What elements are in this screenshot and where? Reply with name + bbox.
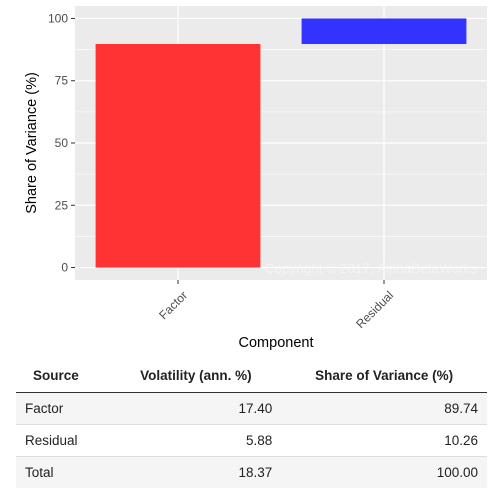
cell-share: 10.26 <box>281 424 487 457</box>
cell-source: Factor <box>16 392 111 425</box>
x-tick-label: Residual <box>353 288 396 331</box>
cell-volatility: 18.37 <box>110 456 282 488</box>
bar-residual <box>301 18 467 45</box>
x-tick-label: Factor <box>156 288 190 322</box>
y-tick-label: 25 <box>55 198 69 212</box>
y-tick-label: 0 <box>61 261 68 275</box>
y-tick-label: 100 <box>48 11 68 25</box>
header-source: Source <box>16 358 111 393</box>
cell-share: 100.00 <box>281 456 487 488</box>
table-row: Factor 17.40 89.74 <box>16 392 487 425</box>
chart-watermark: Copyright © 2017, AlphaBetaWorks <box>265 261 478 276</box>
cell-volatility: 5.88 <box>110 424 282 457</box>
bar-layer <box>95 18 467 268</box>
cell-volatility: 17.40 <box>110 392 282 425</box>
y-tick-label: 50 <box>55 136 69 150</box>
chart-svg: 0 25 50 75 100 Factor Residual Copyright © 201… <box>24 6 487 351</box>
header-volatility: Volatility (ann. %) <box>110 358 282 393</box>
table-row: Total 18.37 100.00 <box>16 456 487 488</box>
variance-chart: 0 25 50 75 100 Factor Residual Copyright © 201… <box>24 6 487 351</box>
cell-source: Residual <box>16 424 111 457</box>
bar-factor <box>95 44 261 268</box>
cell-share: 89.74 <box>281 392 487 425</box>
y-tick-label: 75 <box>55 74 69 88</box>
summary-table: Source Volatility (ann. %) Share of Vari… <box>16 358 487 488</box>
header-share: Share of Variance (%) <box>281 358 487 393</box>
table-row: Residual 5.88 10.26 <box>16 424 487 457</box>
x-axis-title: Component <box>239 335 314 351</box>
cell-source: Total <box>16 456 111 488</box>
y-axis-title: Share of Variance (%) <box>24 72 40 214</box>
table-header-row: Source Volatility (ann. %) Share of Vari… <box>16 358 487 393</box>
